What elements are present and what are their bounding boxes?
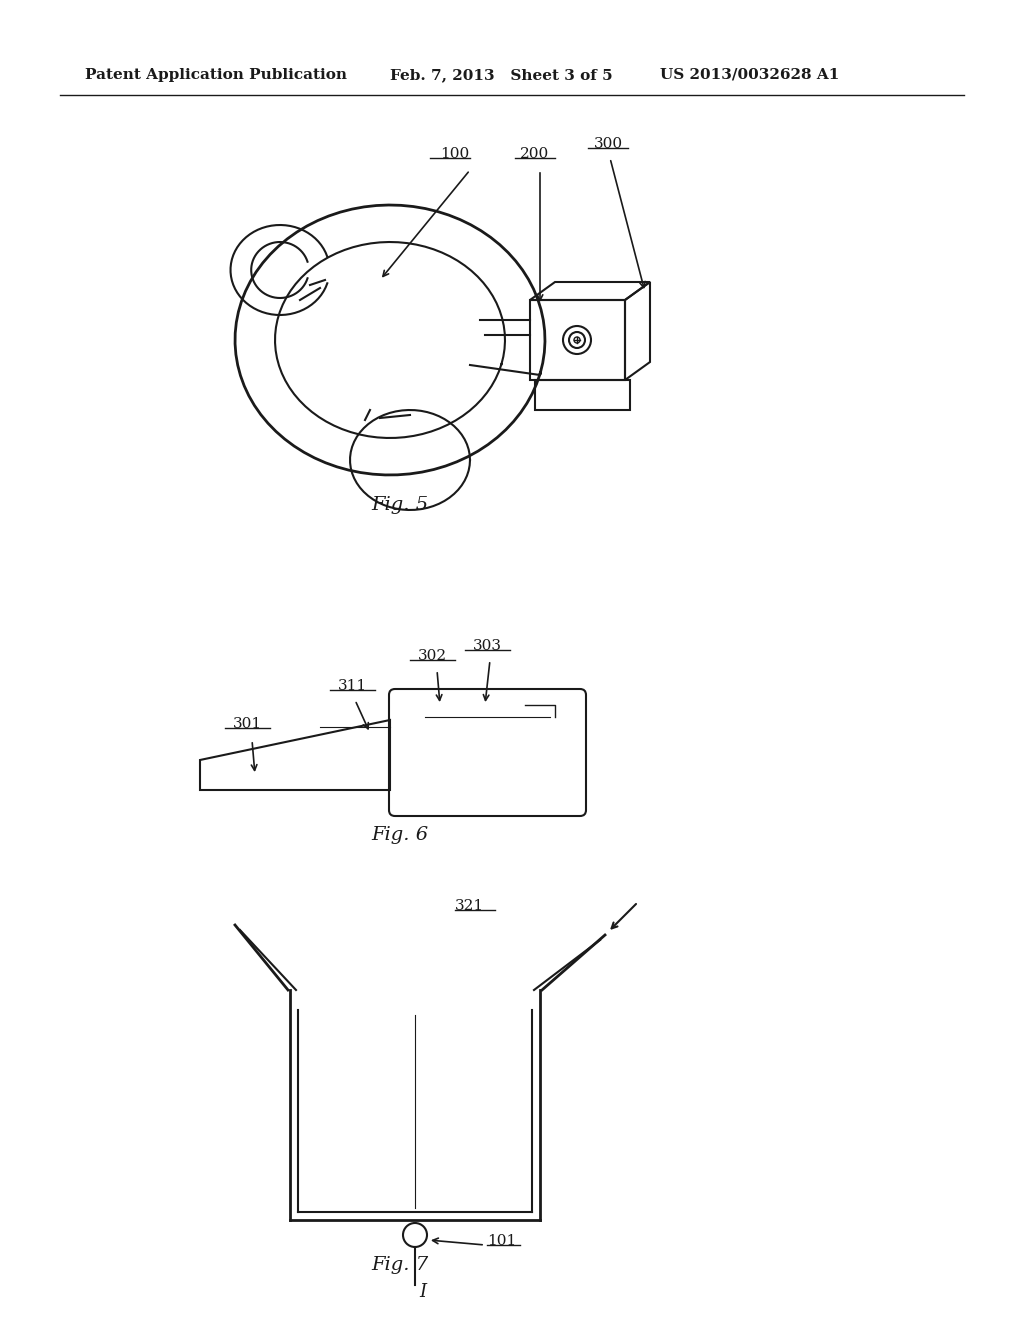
Text: Fig. 6: Fig. 6 <box>372 826 429 843</box>
Text: Patent Application Publication: Patent Application Publication <box>85 69 347 82</box>
Text: 303: 303 <box>472 639 502 653</box>
Text: 321: 321 <box>455 899 484 913</box>
Text: 311: 311 <box>338 678 367 693</box>
Text: Fig. 5: Fig. 5 <box>372 496 429 513</box>
Text: 101: 101 <box>487 1234 516 1247</box>
Text: 100: 100 <box>440 147 470 161</box>
Text: 302: 302 <box>418 649 446 663</box>
Text: Fig. 7: Fig. 7 <box>372 1257 429 1274</box>
Text: 301: 301 <box>232 717 261 731</box>
Text: 300: 300 <box>594 137 623 150</box>
Text: I: I <box>420 1283 427 1302</box>
Text: US 2013/0032628 A1: US 2013/0032628 A1 <box>660 69 840 82</box>
Text: 200: 200 <box>520 147 550 161</box>
Text: Feb. 7, 2013   Sheet 3 of 5: Feb. 7, 2013 Sheet 3 of 5 <box>390 69 612 82</box>
